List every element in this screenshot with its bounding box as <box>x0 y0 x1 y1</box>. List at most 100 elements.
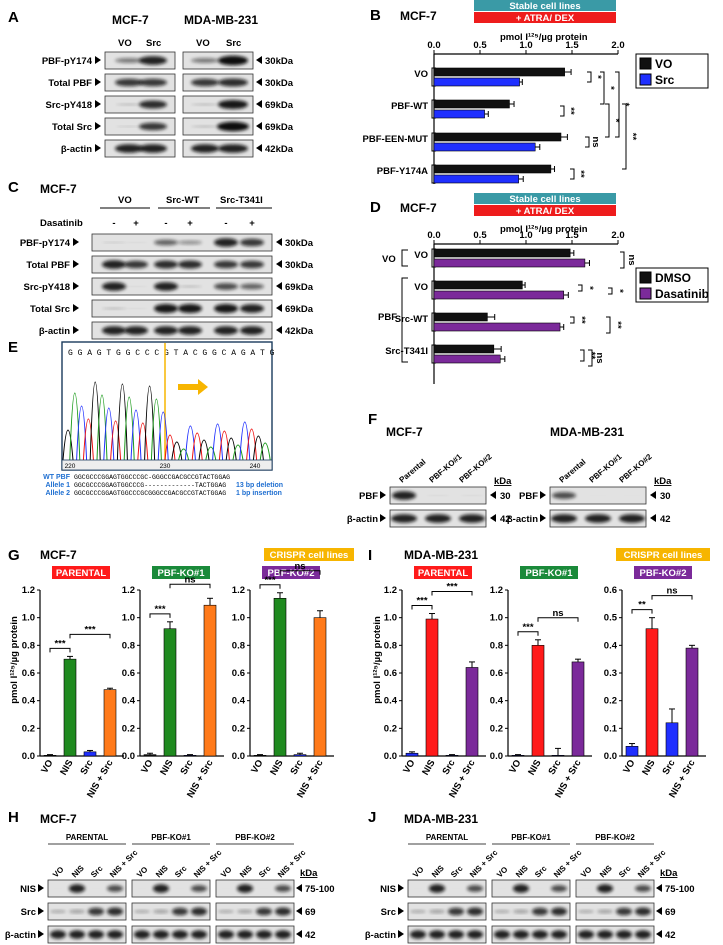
arrow-right-icon <box>38 884 44 892</box>
legend-swatch <box>639 57 652 70</box>
trace-peak <box>89 381 101 461</box>
arrow-right-icon <box>73 260 79 268</box>
blot-band <box>102 260 126 269</box>
blot-strip <box>47 879 127 898</box>
group-label: PBF <box>378 312 397 323</box>
legend-swatch <box>639 287 652 300</box>
blot-band <box>69 884 85 893</box>
stable-banner-text: Stable cell lines <box>509 1 580 12</box>
x-tick-label: 2.0 <box>611 40 624 51</box>
blot-band <box>214 283 238 290</box>
blot-band <box>214 238 238 247</box>
arrow-left-icon <box>650 514 656 522</box>
blot-band <box>551 885 567 892</box>
trace-peak <box>239 421 251 461</box>
blot-band <box>50 930 66 939</box>
row-label: β-actin <box>5 930 36 941</box>
arrow-right-icon <box>380 491 386 499</box>
bar <box>143 754 157 757</box>
y-tick-label: 0.4 <box>604 640 618 651</box>
y-axis-title: pmol I¹²⁵/µg protein <box>9 616 20 704</box>
blot-strip <box>131 902 211 921</box>
lane-label: Src <box>533 864 549 880</box>
bar <box>433 258 586 268</box>
stat-label: ns <box>184 574 195 585</box>
size-label: 42 <box>305 930 316 941</box>
stat-bracket <box>537 617 579 622</box>
blot-band <box>191 907 207 916</box>
blot-band <box>102 326 126 335</box>
blot-band <box>597 884 613 893</box>
arrow-left-icon <box>656 930 662 938</box>
blot-band <box>153 909 169 914</box>
stat-bracket <box>606 316 611 334</box>
blot-band <box>116 103 142 106</box>
group-bracket <box>401 249 408 267</box>
group-label: PBF-KO#2 <box>595 833 635 842</box>
panel-j-cell: MDA-MB-231 <box>404 812 478 826</box>
blot-band <box>191 103 219 106</box>
category-label: Src <box>288 758 305 777</box>
lane-label: Src <box>173 864 189 880</box>
bar <box>433 248 571 258</box>
crispr-banner <box>264 548 354 561</box>
stat-label: *** <box>84 624 95 635</box>
bar <box>433 280 523 290</box>
subpanel-title: PARENTAL <box>418 568 469 579</box>
stat-bracket <box>651 595 693 600</box>
size-label: 30 <box>500 491 511 502</box>
stat-label: ns <box>626 254 637 265</box>
blot-band <box>494 930 510 939</box>
y-tick-label: 0.4 <box>232 696 246 707</box>
category-label: PBF-EEN-MUT <box>363 134 429 145</box>
sanger-chromatogram: G G A G T G G C C C G T A C G G C A G A … <box>43 341 283 497</box>
row-label: NIS <box>20 884 36 895</box>
panel-c-letter: C <box>8 179 19 196</box>
stat-label: ns <box>294 561 305 572</box>
allele-sequence: GGCGCCCGGAGTGGCCCGCGGGCCGACGCCGTACTGGAG <box>74 490 226 497</box>
blot-band <box>392 491 416 500</box>
category-label: Src-WT <box>395 314 428 325</box>
blot-band <box>429 909 445 914</box>
trace-peak <box>232 444 244 461</box>
panel-d-letter: D <box>370 199 381 216</box>
row-label: Src <box>381 907 396 918</box>
position-axis <box>61 459 273 471</box>
category-label: NIS <box>268 758 285 777</box>
category-label: Src <box>660 758 677 777</box>
panel-i-cell: MDA-MB-231 <box>404 548 478 562</box>
subpanel-title: PBF-KO#2 <box>640 568 687 579</box>
trace-peak <box>150 398 162 461</box>
stat-bracket <box>411 605 433 610</box>
blot-band <box>172 930 188 939</box>
panel-b-cell: MCF-7 <box>400 9 437 23</box>
x-tick-label: 0.5 <box>473 230 487 241</box>
blot-band <box>256 930 272 939</box>
blot-band <box>88 930 104 939</box>
blot-band <box>124 242 148 243</box>
size-label: 42kDa <box>285 326 314 337</box>
category-label: PBF-WT <box>391 101 428 112</box>
size-label: 69kDa <box>285 304 314 315</box>
lane-label: PBF-KO#2 <box>618 452 655 485</box>
atra-banner-text: + ATRA/ DEX <box>516 206 575 217</box>
arrow-left-icon <box>276 238 282 246</box>
blot-band <box>218 55 248 66</box>
lane-label-src: Src <box>226 38 241 49</box>
bar <box>445 755 459 757</box>
category-label: VO <box>414 69 428 80</box>
stat-label: ** <box>627 133 638 141</box>
blot-band <box>425 514 451 523</box>
bar <box>203 604 217 757</box>
allele-name: Allele 1 <box>45 482 70 489</box>
lane-label: NIS <box>598 863 614 879</box>
size-label: 75-100 <box>665 884 695 895</box>
trace-peak <box>259 442 271 461</box>
blot-band <box>178 285 202 288</box>
arrow-right-icon <box>178 379 208 395</box>
blot-band <box>102 307 126 310</box>
lane-label: NIS + Src <box>468 848 500 880</box>
